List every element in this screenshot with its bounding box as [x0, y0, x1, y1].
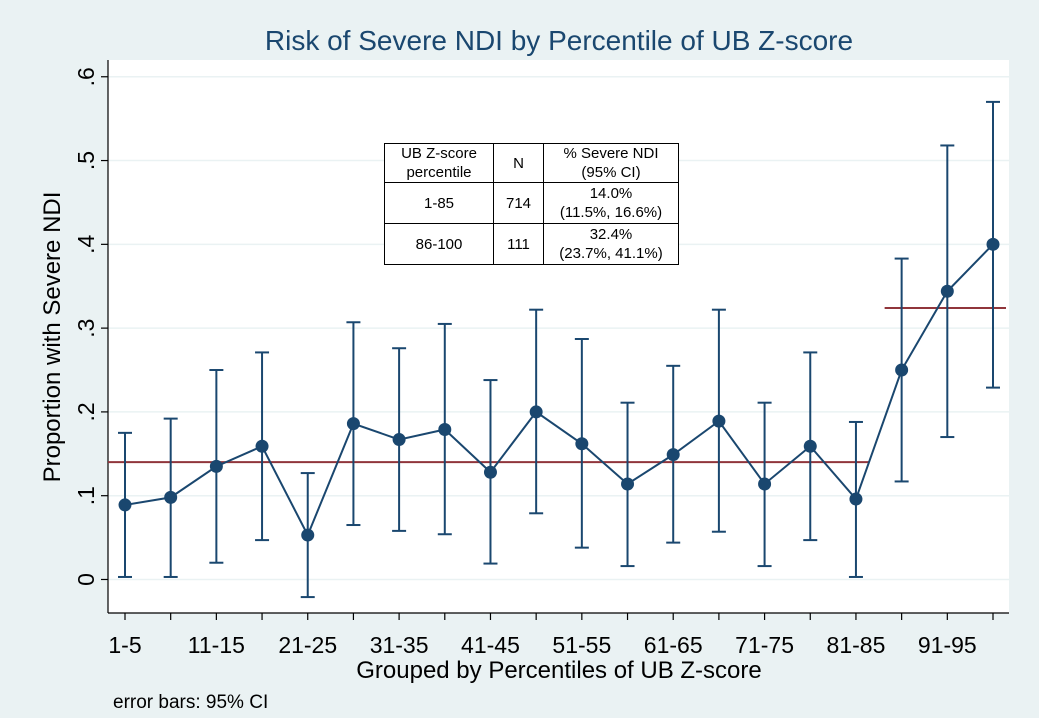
x-ticks: 1-5 11-15 21-25 31-35 41-45 51-55 61-65 71-75 81…	[108, 613, 994, 658]
y-ticks: 0 .1 .2 .3 .4 .5 .6	[73, 67, 108, 586]
x-tick-label: 21-25	[278, 632, 337, 658]
row-n: 111	[493, 223, 544, 265]
x-tick-label: 91-95	[918, 632, 977, 658]
table-row: 86-100 111 32.4% (23.7%, 41.1%)	[384, 223, 679, 265]
data-point	[986, 237, 1000, 251]
header-percentile: UB Z-score percentile	[384, 143, 494, 183]
data-point	[164, 490, 178, 504]
x-tick-label: 51-55	[552, 632, 611, 658]
data-point	[621, 477, 635, 491]
x-tick-label: 31-35	[370, 632, 429, 658]
data-point	[895, 363, 909, 377]
chart-title: Risk of Severe NDI by Percentile of UB Z…	[265, 25, 853, 56]
y-tick-label: .5	[73, 151, 99, 170]
row-pct-cell: 14.0% (11.5%, 16.6%)	[543, 182, 679, 224]
row-pct: 14.0%	[589, 185, 633, 202]
data-point	[849, 492, 863, 506]
y-tick-label: .6	[73, 67, 99, 86]
data-point	[483, 465, 497, 479]
data-point	[118, 498, 132, 512]
data-point	[803, 439, 817, 453]
row-group: 86-100	[384, 223, 494, 265]
header-percentile-line2: percentile	[406, 164, 472, 181]
data-point	[940, 284, 954, 298]
x-tick-label: 71-75	[735, 632, 794, 658]
y-tick-label: 0	[73, 573, 99, 586]
row-group: 1-85	[384, 182, 494, 224]
row-pct-cell: 32.4% (23.7%, 41.1%)	[543, 223, 679, 265]
header-pct: % Severe NDI (95% CI)	[543, 143, 679, 183]
data-point	[758, 477, 772, 491]
row-n: 714	[493, 182, 544, 224]
y-tick-label: .2	[73, 402, 99, 421]
row-ci: (23.7%, 41.1%)	[559, 245, 663, 262]
y-tick-label: .3	[73, 319, 99, 338]
data-point	[255, 439, 269, 453]
summary-table: UB Z-score percentile N % Severe NDI (95…	[384, 143, 679, 265]
data-point	[301, 528, 315, 542]
header-percentile-line1: UB Z-score	[401, 145, 477, 162]
header-pct-line2: (95% CI)	[581, 164, 641, 181]
y-tick-label: .1	[73, 486, 99, 505]
header-n: N	[493, 143, 544, 183]
x-tick-label: 41-45	[461, 632, 520, 658]
x-tick-label: 61-65	[644, 632, 703, 658]
row-pct: 32.4%	[589, 226, 633, 243]
axes	[107, 60, 1009, 614]
footnote: error bars: 95% CI	[113, 692, 268, 713]
series-line	[124, 243, 994, 538]
data-point	[666, 448, 680, 462]
data-point	[346, 417, 360, 431]
data-point	[438, 423, 452, 437]
reference-lines	[108, 307, 1006, 464]
table-header-row: UB Z-score percentile N % Severe NDI (95…	[384, 143, 679, 183]
y-tick-label: .4	[73, 235, 99, 254]
x-tick-label: 81-85	[827, 632, 886, 658]
x-axis-label: Grouped by Percentiles of UB Z-score	[356, 657, 762, 684]
data-point	[392, 433, 406, 447]
data-point	[575, 437, 589, 451]
table-row: 1-85 714 14.0% (11.5%, 16.6%)	[384, 182, 679, 224]
x-tick-label: 11-15	[188, 632, 245, 658]
data-point	[712, 414, 726, 428]
data-point	[209, 459, 223, 473]
data-point	[529, 405, 543, 419]
x-tick-label: 1-5	[108, 632, 141, 658]
header-pct-line1: % Severe NDI	[563, 145, 659, 162]
series	[118, 237, 1000, 542]
y-axis-label: Proportion with Severe NDI	[39, 192, 66, 483]
row-ci: (11.5%, 16.6%)	[559, 204, 663, 221]
